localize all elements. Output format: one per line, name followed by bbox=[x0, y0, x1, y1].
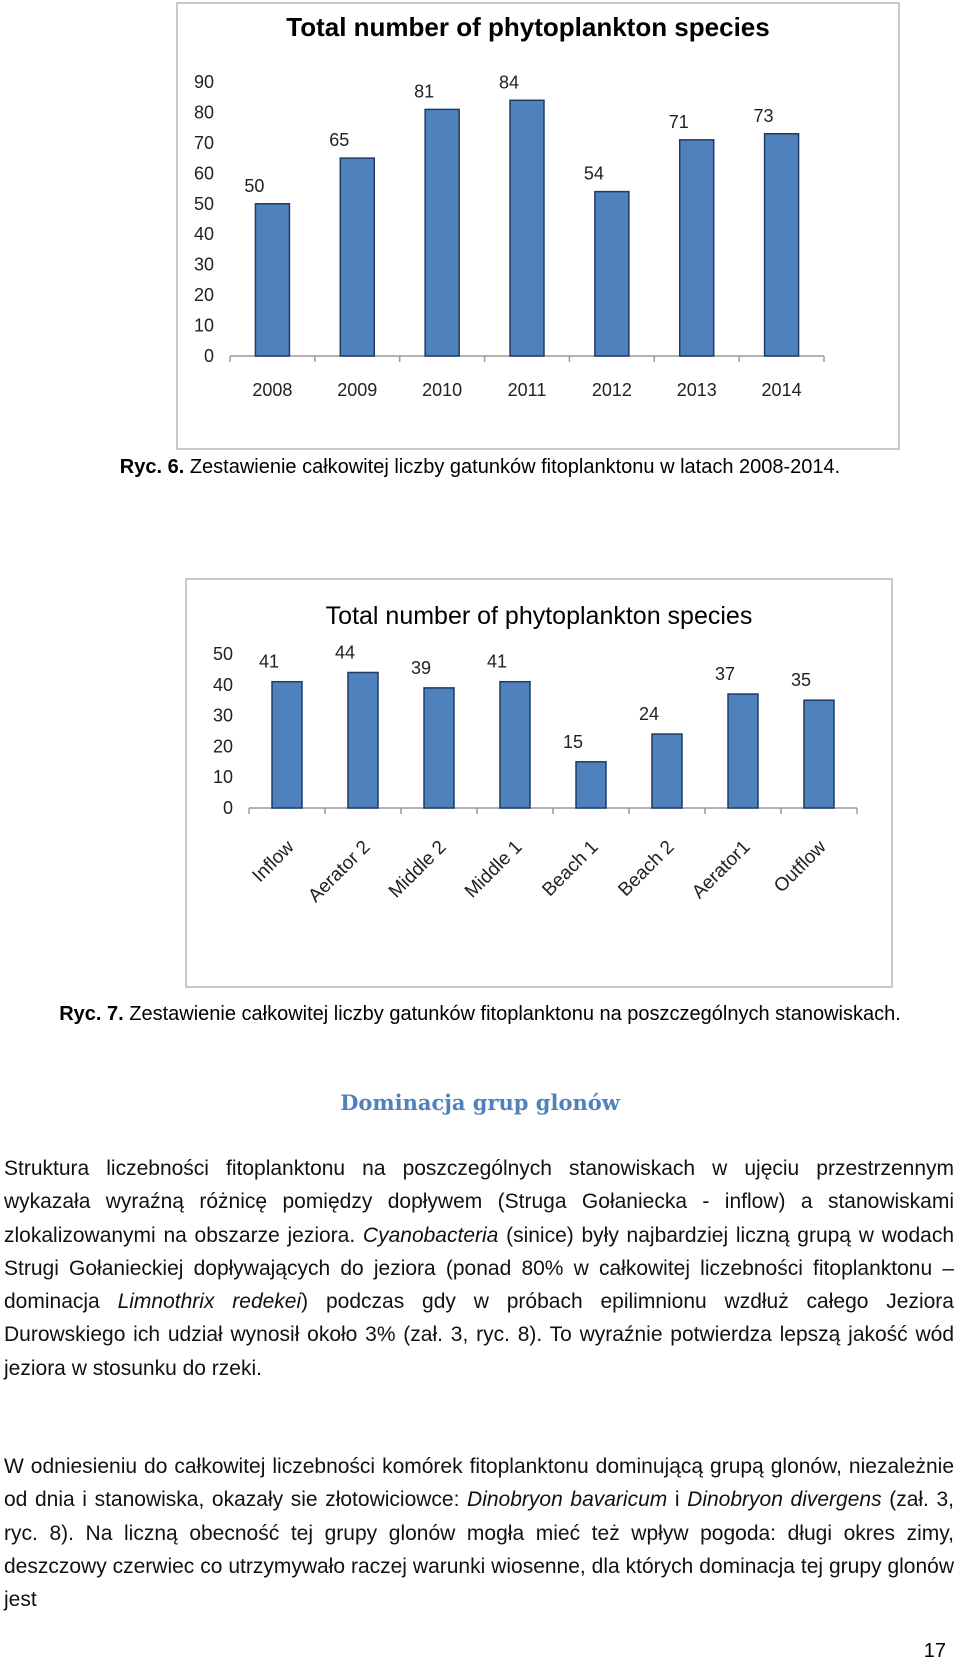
y-tick-label: 80 bbox=[194, 102, 214, 122]
data-label: 54 bbox=[584, 164, 604, 184]
x-tick-label: 2012 bbox=[592, 380, 632, 400]
bar bbox=[254, 203, 291, 357]
bar bbox=[727, 693, 759, 809]
data-label: 24 bbox=[639, 704, 659, 724]
bar bbox=[347, 671, 379, 809]
data-label: 84 bbox=[499, 72, 519, 92]
paragraph-2-part-1: W odniesieniu do całkowitej liczebności … bbox=[4, 1455, 954, 1512]
data-label: 41 bbox=[259, 652, 279, 672]
x-tick-label: 2009 bbox=[337, 380, 377, 400]
paragraph-2: W odniesieniu do całkowitej liczebności … bbox=[4, 1450, 954, 1616]
paragraph-2-italic-1: Dinobryon bavaricum bbox=[467, 1488, 668, 1512]
y-tick-label: 90 bbox=[194, 72, 214, 92]
y-tick-label: 40 bbox=[194, 224, 214, 244]
y-tick-label: 30 bbox=[194, 255, 214, 275]
data-label: 81 bbox=[414, 81, 434, 101]
data-label: 39 bbox=[411, 658, 431, 678]
figure-7-text: Zestawienie całkowitej liczby gatunków f… bbox=[129, 1003, 901, 1025]
bar bbox=[424, 108, 460, 357]
bar bbox=[423, 687, 455, 809]
paragraph-2-part-3: (zał. 3, ryc. 8). Na liczną obecność tej… bbox=[4, 1488, 955, 1612]
x-tick-label: 2008 bbox=[252, 380, 292, 400]
x-tick-label: Aerator 2 bbox=[304, 837, 374, 907]
y-tick-label: 0 bbox=[204, 346, 214, 366]
x-tick-label: 2014 bbox=[762, 380, 802, 400]
bar bbox=[509, 99, 545, 357]
paragraph-2-italic-2: Dinobryon divergens bbox=[687, 1488, 882, 1512]
paragraph-1-italic-2: Limnothrix redekei bbox=[117, 1290, 302, 1314]
data-label: 44 bbox=[335, 642, 355, 662]
data-label: 15 bbox=[563, 732, 583, 752]
y-tick-label: 20 bbox=[213, 736, 233, 756]
x-tick-label: Middle 2 bbox=[385, 837, 451, 903]
paragraph-1-part-3: ) podczas gdy w próbach epilimnionu wzdł… bbox=[4, 1290, 954, 1380]
x-tick-label: Beach 1 bbox=[538, 837, 602, 901]
y-tick-label: 10 bbox=[194, 316, 214, 336]
data-label: 35 bbox=[791, 670, 811, 690]
paragraph-1-part-2: (sinice) były najbardziej liczną grupą w… bbox=[4, 1223, 955, 1314]
bar bbox=[339, 157, 376, 357]
x-tick-label: 2013 bbox=[677, 380, 717, 400]
bar bbox=[575, 761, 607, 809]
y-tick-label: 60 bbox=[194, 163, 214, 183]
bar bbox=[803, 699, 835, 809]
y-tick-label: 30 bbox=[213, 706, 233, 726]
page-number: 17 bbox=[923, 1640, 946, 1662]
chart-sites-svg: Total number of phytoplankton species 0 10… bbox=[213, 602, 858, 907]
data-label: 71 bbox=[669, 112, 689, 132]
paragraph-1-italic-1: Cyanobacteria bbox=[362, 1223, 499, 1247]
x-tick-label: Aerator1 bbox=[688, 837, 754, 903]
y-tick-label: 20 bbox=[194, 285, 214, 305]
x-tick-label: Inflow bbox=[249, 836, 299, 886]
y-tick-label: 50 bbox=[194, 194, 214, 214]
chart-years: Total number of phytoplankton species 0 10… bbox=[176, 2, 900, 450]
paragraph-2-part-2: i bbox=[667, 1488, 688, 1512]
chart-sites: Total number of phytoplankton species 0 10… bbox=[185, 578, 893, 988]
paragraph-1: Struktura liczebności fitoplanktonu na p… bbox=[4, 1152, 954, 1385]
y-tick-label: 0 bbox=[223, 798, 233, 818]
y-tick-label: 70 bbox=[194, 133, 214, 153]
figure-7-label: Ryc. 7. bbox=[59, 1003, 124, 1025]
bar bbox=[763, 133, 800, 357]
figure-6-caption: Ryc. 6. Zestawienie całkowitej liczby ga… bbox=[0, 456, 960, 479]
paragraph-1-part-1: Struktura liczebności fitoplanktonu na p… bbox=[4, 1157, 954, 1247]
data-label: 37 bbox=[715, 664, 735, 684]
figure-6-text: Zestawienie całkowitej liczby gatunków f… bbox=[189, 456, 841, 478]
x-tick-label: 2010 bbox=[422, 380, 462, 400]
bar bbox=[499, 680, 531, 809]
y-tick-label: 40 bbox=[213, 675, 233, 695]
bar bbox=[651, 733, 683, 809]
chart-years-svg: Total number of phytoplankton species 0 10… bbox=[194, 12, 825, 400]
section-heading: Dominacja grup glonów bbox=[340, 1090, 620, 1115]
figure-7-caption: Ryc. 7. Zestawienie całkowitej liczby ga… bbox=[0, 996, 960, 1032]
y-tick-label: 50 bbox=[213, 644, 233, 664]
x-tick-label: Outflow bbox=[770, 836, 831, 897]
data-label: 41 bbox=[487, 652, 507, 672]
chart-title: Total number of phytoplankton species bbox=[286, 12, 769, 42]
y-tick-label: 10 bbox=[213, 767, 233, 787]
figure-6-label: Ryc. 6. bbox=[119, 456, 185, 478]
chart-title: Total number of phytoplankton species bbox=[326, 602, 753, 630]
x-tick-label: Middle 1 bbox=[461, 837, 527, 903]
data-label: 73 bbox=[754, 106, 774, 126]
bar bbox=[678, 139, 715, 357]
x-tick-label: 2011 bbox=[508, 380, 547, 400]
data-label: 65 bbox=[329, 130, 349, 150]
bar bbox=[594, 190, 630, 357]
data-label: 50 bbox=[244, 176, 264, 196]
x-tick-label: Beach 2 bbox=[614, 837, 678, 901]
bar bbox=[271, 680, 303, 809]
